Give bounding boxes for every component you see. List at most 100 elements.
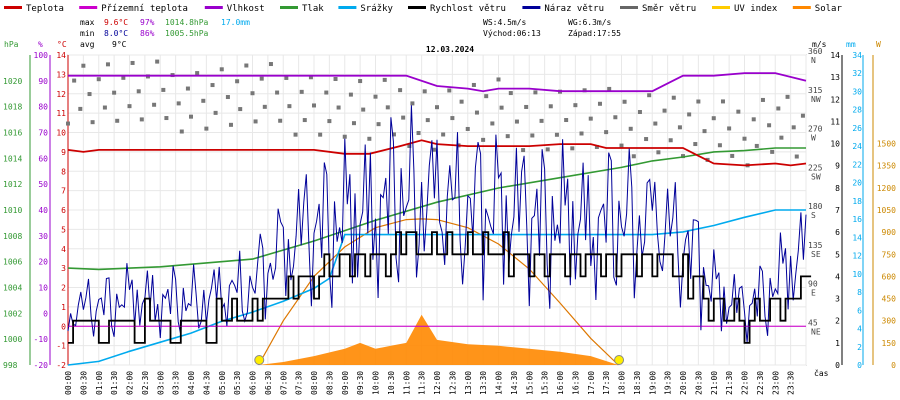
x-tick: 00:00 bbox=[64, 371, 73, 395]
wind-direction-point bbox=[607, 86, 612, 91]
axis-unit-temp: °C bbox=[57, 40, 67, 49]
x-tick: 23:30 bbox=[787, 371, 796, 395]
wind-direction-point bbox=[121, 75, 126, 80]
wind-speed-tick: 7 bbox=[835, 206, 840, 215]
stat-max-temp: 9.6°C bbox=[104, 18, 128, 27]
wind-direction-point bbox=[348, 92, 353, 97]
wind-direction-point bbox=[407, 143, 412, 148]
wind-direction-point bbox=[696, 99, 701, 104]
x-tick: 19:00 bbox=[648, 371, 657, 395]
rain-line bbox=[67, 209, 806, 366]
wind-direction-point bbox=[422, 89, 427, 94]
wind-dir-tick: 360 bbox=[808, 47, 823, 56]
stat-max-rain: 17.0mm bbox=[221, 18, 250, 27]
rain-tick: 20 bbox=[852, 179, 862, 188]
x-tick: 05:30 bbox=[233, 371, 242, 395]
wind-direction-point bbox=[115, 118, 120, 123]
temperature-tick: 4 bbox=[61, 245, 66, 254]
x-tick: 13:30 bbox=[479, 371, 488, 395]
wind-dir-tick: 45 bbox=[808, 318, 818, 327]
wind-dir-compass: SW bbox=[811, 172, 821, 181]
x-tick: 21:00 bbox=[710, 371, 719, 395]
x-tick: 08:00 bbox=[310, 371, 319, 395]
legend-label: Tlak bbox=[302, 4, 324, 14]
wind-direction-point bbox=[268, 62, 273, 67]
wind-direction-point bbox=[545, 147, 550, 152]
wind-direction-point bbox=[628, 126, 633, 131]
wind-direction-point bbox=[431, 147, 436, 152]
wind-direction-point bbox=[342, 134, 347, 139]
rain-tick: 34 bbox=[852, 51, 862, 60]
wind-direction-point bbox=[496, 77, 501, 82]
x-tick: 20:00 bbox=[679, 371, 688, 395]
wind-direction-point bbox=[776, 106, 781, 111]
wind-direction-point bbox=[554, 132, 559, 137]
wind-direction-point bbox=[189, 114, 193, 119]
x-tick: 01:30 bbox=[110, 371, 119, 395]
humidity-tick: 10 bbox=[38, 284, 48, 293]
solar-tick: 600 bbox=[882, 272, 897, 281]
legend-swatch bbox=[338, 6, 357, 9]
wind-direction-point bbox=[736, 109, 741, 114]
legend-label: Směr větru bbox=[642, 4, 696, 14]
wind-direction-point bbox=[425, 118, 430, 123]
temperature-tick: 8 bbox=[61, 167, 66, 176]
wind-speed-tick: 14 bbox=[830, 51, 840, 60]
solar-tick: 1500 bbox=[877, 140, 896, 149]
x-tick: 02:00 bbox=[126, 371, 135, 395]
x-tick: 15:30 bbox=[541, 371, 550, 395]
wind-direction-point bbox=[573, 103, 578, 108]
wind-direction-point bbox=[164, 116, 169, 121]
wind-direction-point bbox=[262, 104, 267, 109]
sunrise-marker bbox=[254, 355, 265, 365]
wind-direction-point bbox=[490, 121, 495, 126]
temperature-tick: 2 bbox=[61, 284, 66, 293]
wind-direction-point bbox=[681, 154, 685, 159]
wind-direction-point bbox=[155, 59, 160, 64]
wind-direction-point bbox=[521, 148, 526, 153]
humidity-line bbox=[68, 72, 807, 93]
wind-direction-point bbox=[235, 79, 240, 84]
wind-dir-compass: S bbox=[811, 211, 816, 220]
x-tick: 17:00 bbox=[587, 371, 596, 395]
stat-avg-label: avg bbox=[80, 40, 95, 49]
wind-direction-point bbox=[287, 104, 292, 109]
wind-direction-point bbox=[459, 99, 464, 104]
x-tick: 18:30 bbox=[633, 371, 642, 395]
wind-speed-tick: 3 bbox=[835, 295, 840, 304]
wind-direction-point bbox=[385, 105, 390, 110]
legend-swatch bbox=[522, 6, 541, 9]
humidity-tick: -10 bbox=[34, 335, 49, 344]
x-tick: 05:00 bbox=[218, 371, 227, 395]
wind-direction-point bbox=[564, 118, 569, 123]
humidity-tick: 40 bbox=[38, 206, 48, 215]
legend-item: Tlak bbox=[280, 4, 324, 14]
wind-direction-point bbox=[90, 120, 95, 125]
temperature-tick: 7 bbox=[61, 187, 66, 196]
wind-direction-point bbox=[204, 126, 209, 131]
wind-direction-point bbox=[250, 91, 255, 96]
wind-direction-point bbox=[299, 89, 304, 94]
legend-item: Směr větru bbox=[620, 4, 696, 14]
x-tick: 02:30 bbox=[141, 371, 150, 395]
x-tick: 03:00 bbox=[156, 371, 165, 395]
x-tick: 11:00 bbox=[402, 371, 411, 395]
wind-speed-tick: 12 bbox=[830, 95, 840, 104]
x-tick: 15:00 bbox=[525, 371, 534, 395]
wind-direction-point bbox=[302, 118, 307, 123]
wind-direction-point bbox=[96, 77, 101, 82]
wind-direction-point bbox=[647, 93, 652, 98]
x-tick: 21:30 bbox=[725, 371, 734, 395]
x-tick: 12:00 bbox=[433, 371, 442, 395]
x-tick: 13:00 bbox=[464, 371, 473, 395]
solar-tick: 150 bbox=[882, 339, 897, 348]
wind-speed-tick: 5 bbox=[835, 250, 840, 259]
axis-unit-ms: m/s bbox=[812, 40, 827, 49]
wind-speed-tick: 11 bbox=[830, 117, 840, 126]
humidity-tick: 90 bbox=[38, 77, 48, 86]
wind-direction-point bbox=[508, 91, 513, 96]
legend-item: Vlhkost bbox=[204, 4, 265, 14]
x-tick: 06:00 bbox=[249, 371, 258, 395]
x-tick: 14:00 bbox=[495, 371, 504, 395]
wind-direction-point bbox=[751, 117, 756, 122]
